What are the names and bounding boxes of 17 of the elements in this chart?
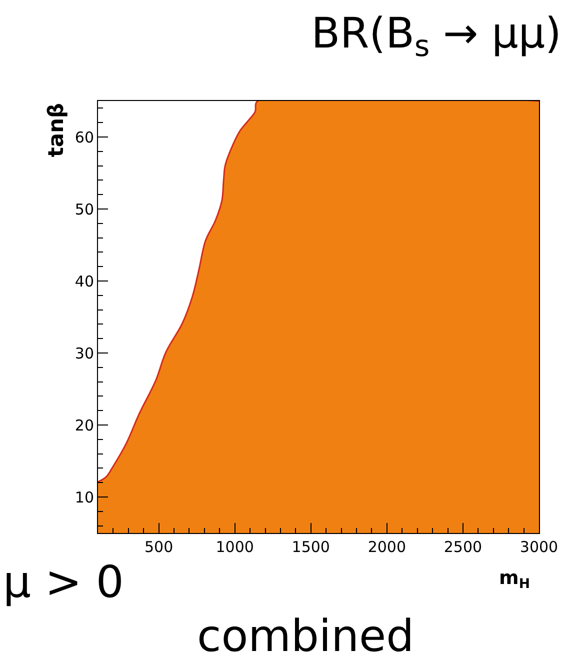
y-tick-label: 20 (74, 416, 94, 434)
y-tick-label: 50 (74, 200, 94, 218)
text: combined (197, 611, 414, 662)
y-tick-label: 60 (74, 128, 94, 146)
x-tick-label: 3000 (520, 538, 558, 556)
x-tick-label: 500 (144, 538, 174, 556)
text: μ > 0 (3, 557, 124, 608)
y-tick-label: 10 (74, 488, 94, 506)
y-axis-title: tanβ (44, 102, 68, 158)
x-tick-label: 2000 (368, 538, 406, 556)
x-tick-label: 1000 (216, 538, 254, 556)
x-tick-label: 1500 (292, 538, 330, 556)
y-tick-label: 30 (74, 344, 94, 362)
chart-title: BR(B$_{s}$ → μμ) (311, 8, 562, 64)
x-axis-title: m$_{H}$ (499, 567, 530, 592)
x-tick-label: 2500 (444, 538, 482, 556)
y-tick-label: 40 (74, 272, 94, 290)
